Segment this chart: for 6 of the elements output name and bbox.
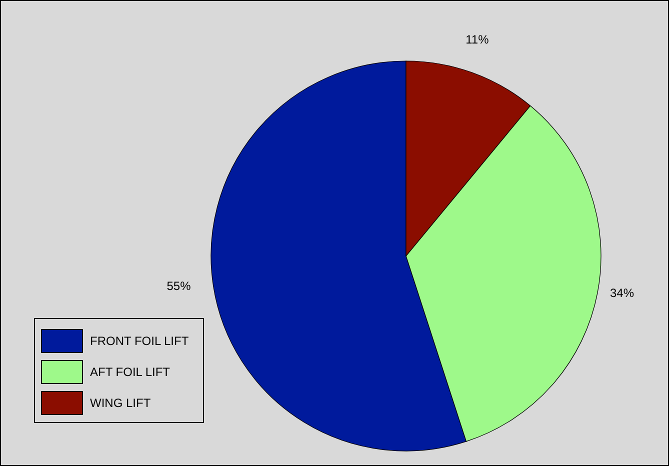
legend-label: FRONT FOIL LIFT [90, 334, 189, 348]
data-label: 55% [166, 279, 192, 294]
data-label: 11% [466, 32, 490, 46]
legend-label: AFT FOIL LIFT [90, 364, 170, 378]
data-label: 34% [610, 286, 634, 300]
legend-label: WING LIFT [90, 396, 151, 410]
